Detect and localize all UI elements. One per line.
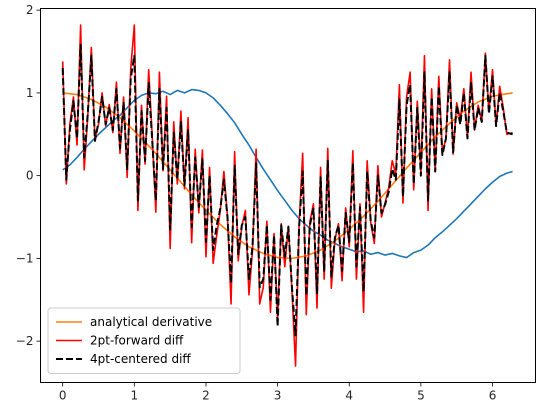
x-tick-label: 5 — [417, 389, 425, 403]
y-tick-label: 2 — [26, 3, 34, 17]
x-tick-label: 0 — [59, 389, 67, 403]
legend-label: analytical derivative — [90, 315, 212, 329]
x-tick-label: 4 — [345, 389, 353, 403]
y-tick-label: 1 — [26, 86, 34, 100]
x-tick-label: 6 — [489, 389, 497, 403]
series-layer — [61, 24, 513, 367]
plot-area-frame — [40, 8, 536, 383]
y-tick-label: 0 — [26, 169, 34, 183]
x-tick-label: 2 — [202, 389, 210, 403]
x-axis: 0 1 2 3 4 5 6 — [59, 382, 497, 403]
series-line-3 — [61, 43, 513, 337]
series-line-0 — [62, 88, 513, 259]
legend: analytical derivative 2pt-forward diff 4pt… — [47, 307, 241, 374]
y-axis: −2 −1 0 1 2 — [16, 3, 41, 348]
x-tick-label: 1 — [131, 389, 139, 403]
y-tick-label: −2 — [16, 334, 34, 348]
legend-label: 4pt-centered diff — [90, 352, 191, 366]
y-tick-label: −1 — [16, 251, 34, 265]
legend-label: 2pt-forward diff — [90, 334, 184, 348]
x-tick-label: 3 — [274, 389, 282, 403]
legend-box — [47, 307, 241, 374]
